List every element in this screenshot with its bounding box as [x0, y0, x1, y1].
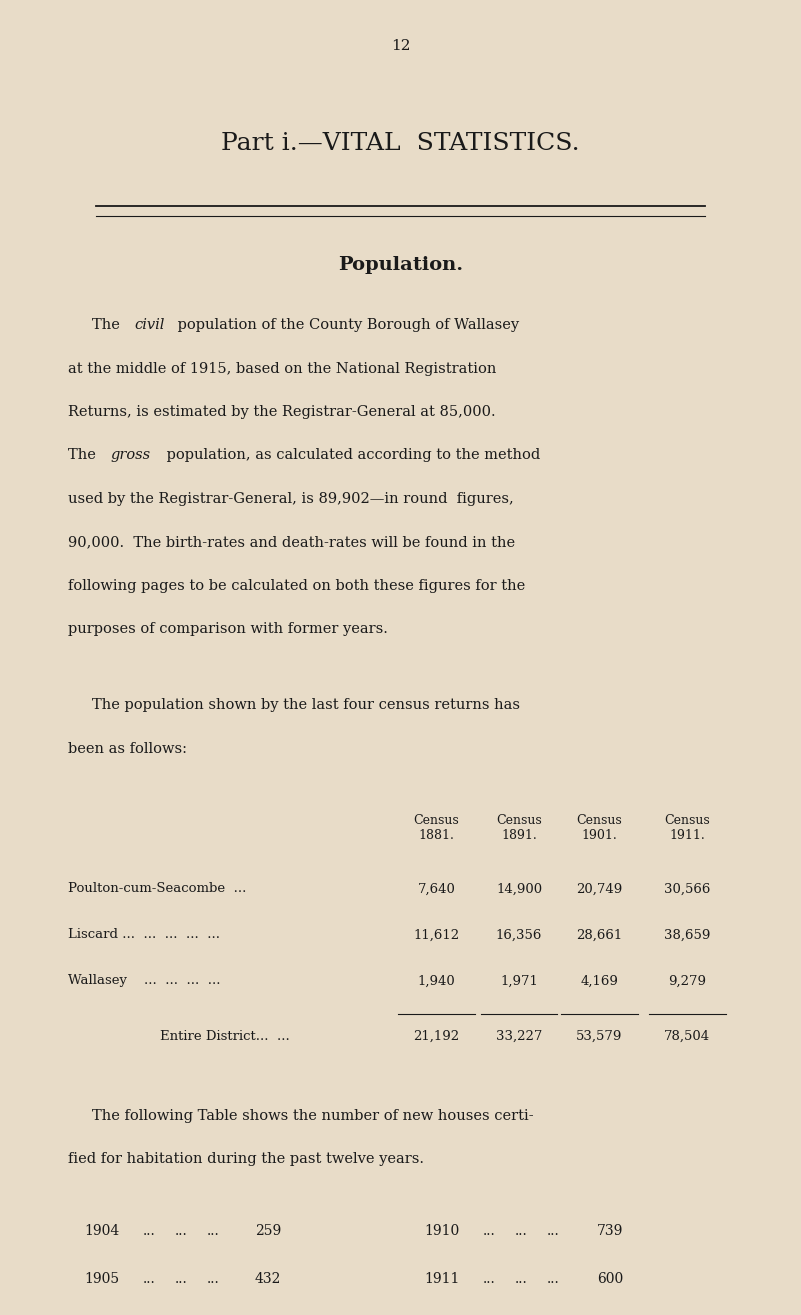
Text: Liscard ...  ...  ...  ...  ...: Liscard ... ... ... ... ... [68, 928, 220, 942]
Text: 739: 739 [597, 1224, 623, 1239]
Text: following pages to be calculated on both these figures for the: following pages to be calculated on both… [68, 579, 525, 593]
Text: Poulton-cum-Seacombe  ...: Poulton-cum-Seacombe ... [68, 882, 247, 896]
Text: ...: ... [143, 1224, 155, 1239]
Text: Census
1891.: Census 1891. [496, 814, 542, 842]
Text: The: The [92, 318, 125, 333]
Text: 53,579: 53,579 [576, 1030, 622, 1043]
Text: civil: civil [134, 318, 164, 333]
Text: ...: ... [143, 1272, 155, 1286]
Text: 21,192: 21,192 [413, 1030, 460, 1043]
Text: 1911: 1911 [425, 1272, 460, 1286]
Text: 12: 12 [391, 39, 410, 54]
Text: 28,661: 28,661 [576, 928, 622, 942]
Text: 259: 259 [255, 1224, 281, 1239]
Text: 1,971: 1,971 [500, 974, 538, 988]
Text: ...: ... [547, 1272, 560, 1286]
Text: ...: ... [175, 1224, 187, 1239]
Text: purposes of comparison with former years.: purposes of comparison with former years… [68, 622, 388, 636]
Text: 11,612: 11,612 [413, 928, 460, 942]
Text: 432: 432 [255, 1272, 281, 1286]
Text: The: The [68, 448, 101, 463]
Text: 16,356: 16,356 [496, 928, 542, 942]
Text: 38,659: 38,659 [664, 928, 710, 942]
Text: 7,640: 7,640 [417, 882, 456, 896]
Text: gross: gross [110, 448, 150, 463]
Text: 14,900: 14,900 [496, 882, 542, 896]
Text: 4,169: 4,169 [580, 974, 618, 988]
Text: 78,504: 78,504 [664, 1030, 710, 1043]
Text: 1,940: 1,940 [417, 974, 456, 988]
Text: 33,227: 33,227 [496, 1030, 542, 1043]
Text: population of the County Borough of Wallasey: population of the County Borough of Wall… [173, 318, 519, 333]
Text: ...: ... [207, 1224, 219, 1239]
Text: 600: 600 [597, 1272, 623, 1286]
Text: ...: ... [547, 1224, 560, 1239]
Text: The following Table shows the number of new houses certi-: The following Table shows the number of … [92, 1109, 533, 1123]
Text: 30,566: 30,566 [664, 882, 710, 896]
Text: 1904: 1904 [84, 1224, 119, 1239]
Text: ...: ... [483, 1224, 496, 1239]
Text: Census
1911.: Census 1911. [664, 814, 710, 842]
Text: ...: ... [207, 1272, 219, 1286]
Text: Wallasey    ...  ...  ...  ...: Wallasey ... ... ... ... [68, 974, 220, 988]
Text: at the middle of 1915, based on the National Registration: at the middle of 1915, based on the Nati… [68, 362, 497, 376]
Text: Population.: Population. [338, 256, 463, 275]
Text: 9,279: 9,279 [668, 974, 706, 988]
Text: 1910: 1910 [425, 1224, 460, 1239]
Text: fied for habitation during the past twelve years.: fied for habitation during the past twel… [68, 1152, 424, 1166]
Text: 1905: 1905 [84, 1272, 119, 1286]
Text: used by the Registrar-General, is 89,902—in round  figures,: used by the Registrar-General, is 89,902… [68, 492, 513, 506]
Text: 90,000.  The birth-rates and death-rates will be found in the: 90,000. The birth-rates and death-rates … [68, 535, 515, 550]
Text: Entire District...  ...: Entire District... ... [160, 1030, 290, 1043]
Text: Part i.—VITAL  STATISTICS.: Part i.—VITAL STATISTICS. [221, 132, 580, 154]
Text: Returns, is estimated by the Registrar-General at 85,000.: Returns, is estimated by the Registrar-G… [68, 405, 496, 419]
Text: 20,749: 20,749 [576, 882, 622, 896]
Text: ...: ... [515, 1272, 528, 1286]
Text: population, as calculated according to the method: population, as calculated according to t… [162, 448, 540, 463]
Text: The population shown by the last four census returns has: The population shown by the last four ce… [92, 698, 520, 713]
Text: Census
1901.: Census 1901. [576, 814, 622, 842]
Text: Census
1881.: Census 1881. [413, 814, 460, 842]
Text: been as follows:: been as follows: [68, 742, 187, 756]
Text: ...: ... [515, 1224, 528, 1239]
Text: ...: ... [483, 1272, 496, 1286]
Text: ...: ... [175, 1272, 187, 1286]
